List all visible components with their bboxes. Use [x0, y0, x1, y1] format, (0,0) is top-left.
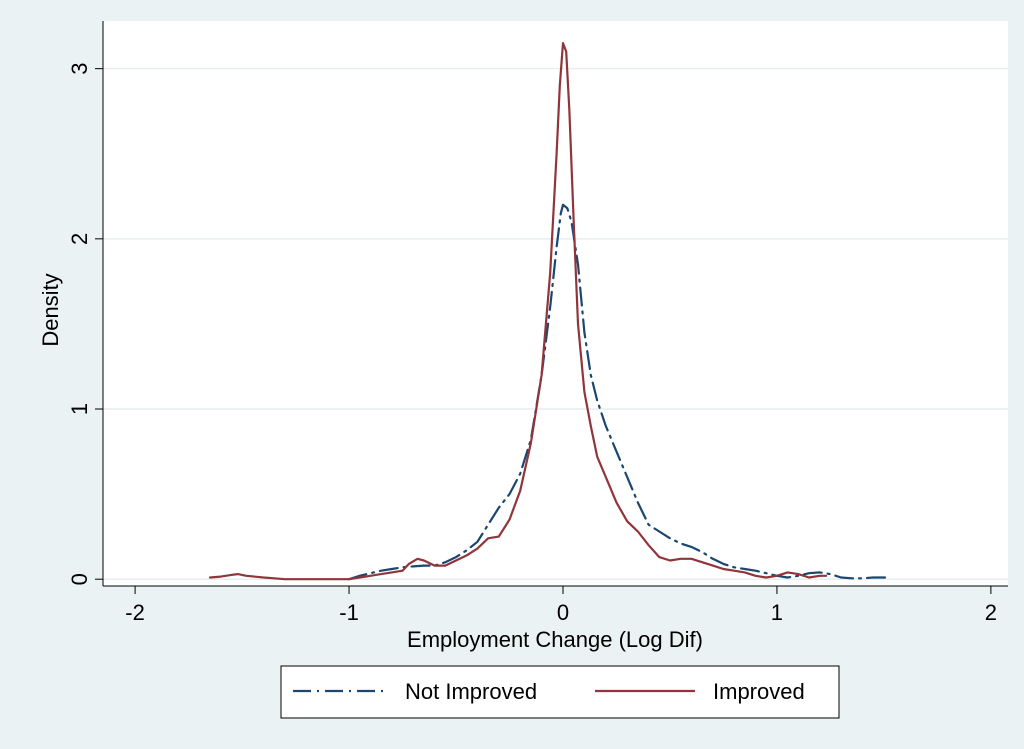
x-tick-label: 2 — [985, 600, 997, 625]
x-axis-label: Employment Change (Log Dif) — [407, 627, 703, 652]
gridlines — [103, 67, 1008, 580]
legend: Not Improved Improved — [280, 665, 840, 719]
x-tick-label: -1 — [339, 600, 359, 625]
series-line-improved — [208, 42, 828, 581]
axes: 0 1 2 3 -2 -1 0 1 2 — [67, 21, 1008, 625]
legend-label-not-improved: Not Improved — [405, 679, 537, 704]
y-tick-label: 0 — [67, 573, 92, 585]
y-tick-label: 3 — [67, 63, 92, 75]
y-tick-label: 1 — [67, 403, 92, 415]
x-tick-label: -2 — [125, 600, 145, 625]
y-axis-label: Density — [38, 273, 63, 346]
x-tick-label: 0 — [557, 600, 569, 625]
x-tick-label: 1 — [771, 600, 783, 625]
series-lines — [208, 42, 890, 581]
y-tick-label: 2 — [67, 233, 92, 245]
plot-area — [103, 21, 1008, 586]
legend-label-improved: Improved — [713, 679, 805, 704]
series-line-not-improved — [347, 203, 890, 581]
